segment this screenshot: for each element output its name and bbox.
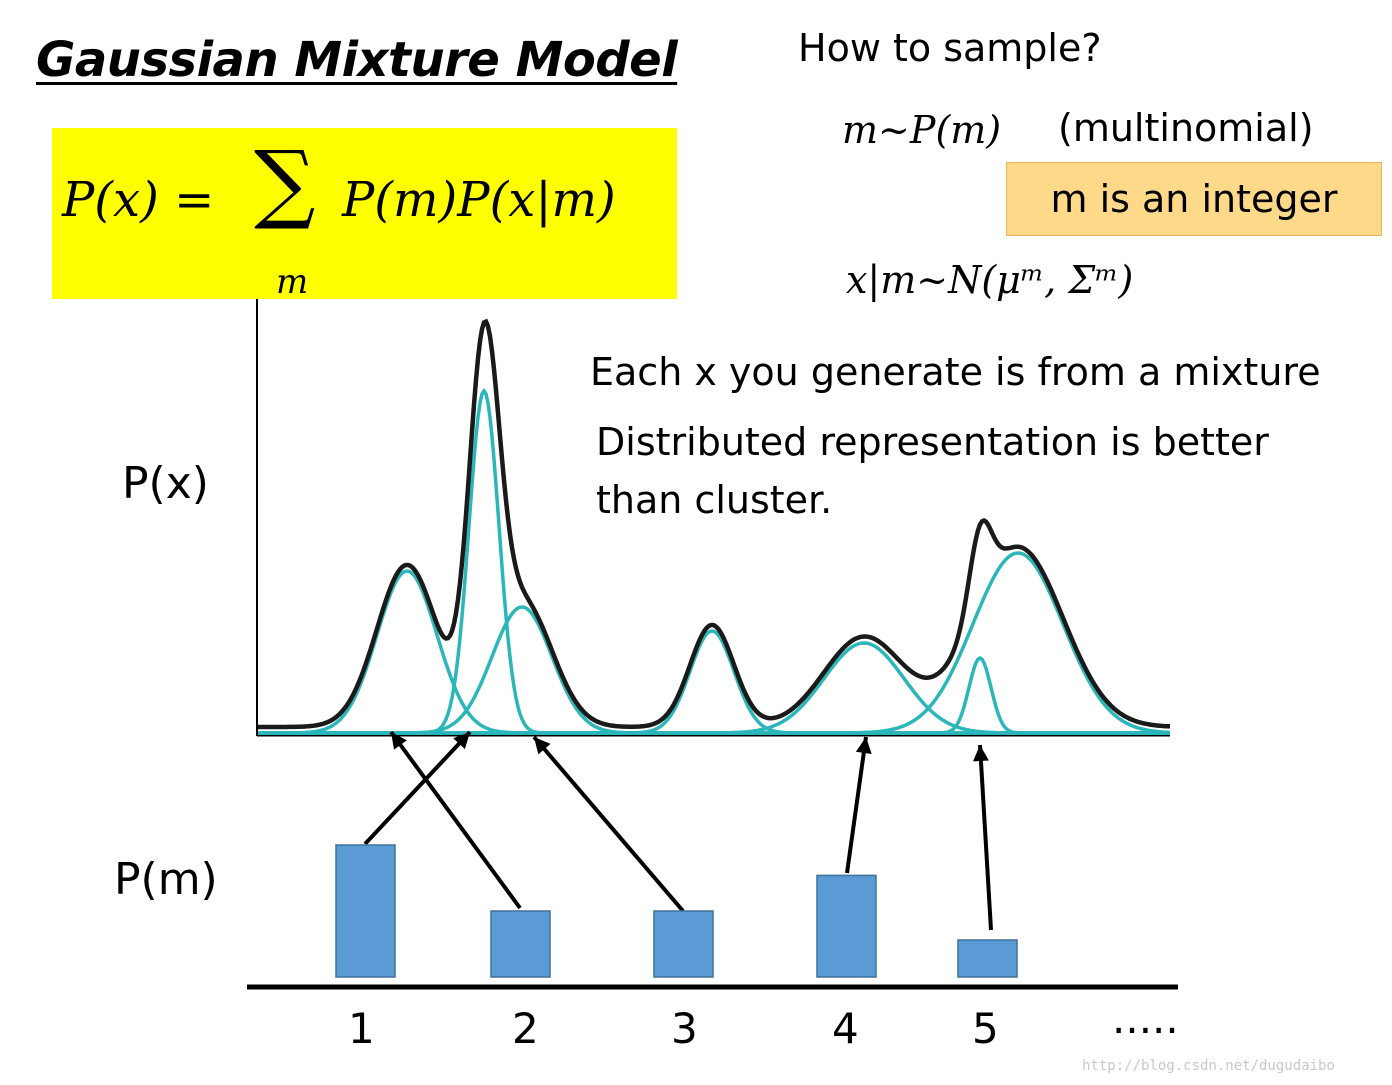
px-axis-label: P(x) xyxy=(122,458,209,509)
arrow-5 xyxy=(973,744,993,931)
formula-rhs: P(m)P(x|m) xyxy=(342,172,616,228)
sum-symbol: ∑ xyxy=(254,133,316,233)
component-curve-1 xyxy=(258,569,1170,735)
component-curve-6 xyxy=(258,655,1170,735)
m-sampling-step: m~P(m) xyxy=(842,108,1002,152)
more-categories-ellipsis: ..... xyxy=(1112,994,1179,1043)
pm-bar-4 xyxy=(816,874,877,978)
arrow-2 xyxy=(389,730,522,910)
arrow-3 xyxy=(532,735,685,913)
pm-bar-5 xyxy=(957,939,1018,978)
category-label-3: 3 xyxy=(671,1004,698,1053)
mixture-curve xyxy=(258,318,1171,730)
category-label-1: 1 xyxy=(348,1004,375,1053)
component-curve-5 xyxy=(258,641,1170,735)
density-curves xyxy=(258,318,1171,735)
distributed-note-line1: Distributed representation is better xyxy=(596,420,1269,464)
page-title: Gaussian Mixture Model xyxy=(36,32,678,88)
watermark: http://blog.csdn.net/dugudaibo xyxy=(1082,1058,1335,1074)
component-arrows xyxy=(363,730,993,931)
arrow-1 xyxy=(363,730,472,846)
pm-bar-1 xyxy=(335,844,396,978)
mixture-note: Each x you generate is from a mixture xyxy=(590,350,1321,394)
pm-bar-3 xyxy=(653,910,714,978)
category-label-4: 4 xyxy=(832,1004,859,1053)
multinomial-note: (multinomial) xyxy=(1058,106,1314,150)
sampling-heading: How to sample? xyxy=(798,26,1102,70)
component-curve-7 xyxy=(258,551,1171,735)
sum-index: m xyxy=(276,262,309,302)
category-label-2: 2 xyxy=(512,1004,539,1053)
formula-highlight xyxy=(52,128,677,299)
integer-note-box: m is an integer xyxy=(1006,162,1382,236)
component-curve-4 xyxy=(258,629,1170,735)
x-sampling-step: x|m~N(μᵐ, Σᵐ) xyxy=(846,258,1134,302)
distributed-note-line2: than cluster. xyxy=(596,478,833,522)
pm-axis-label: P(m) xyxy=(114,854,218,905)
category-label-5: 5 xyxy=(972,1004,999,1053)
pm-bar-2 xyxy=(490,910,551,978)
formula-lhs: P(x) = xyxy=(62,172,215,228)
arrow-4 xyxy=(845,736,872,874)
pm-bars xyxy=(335,844,1018,978)
